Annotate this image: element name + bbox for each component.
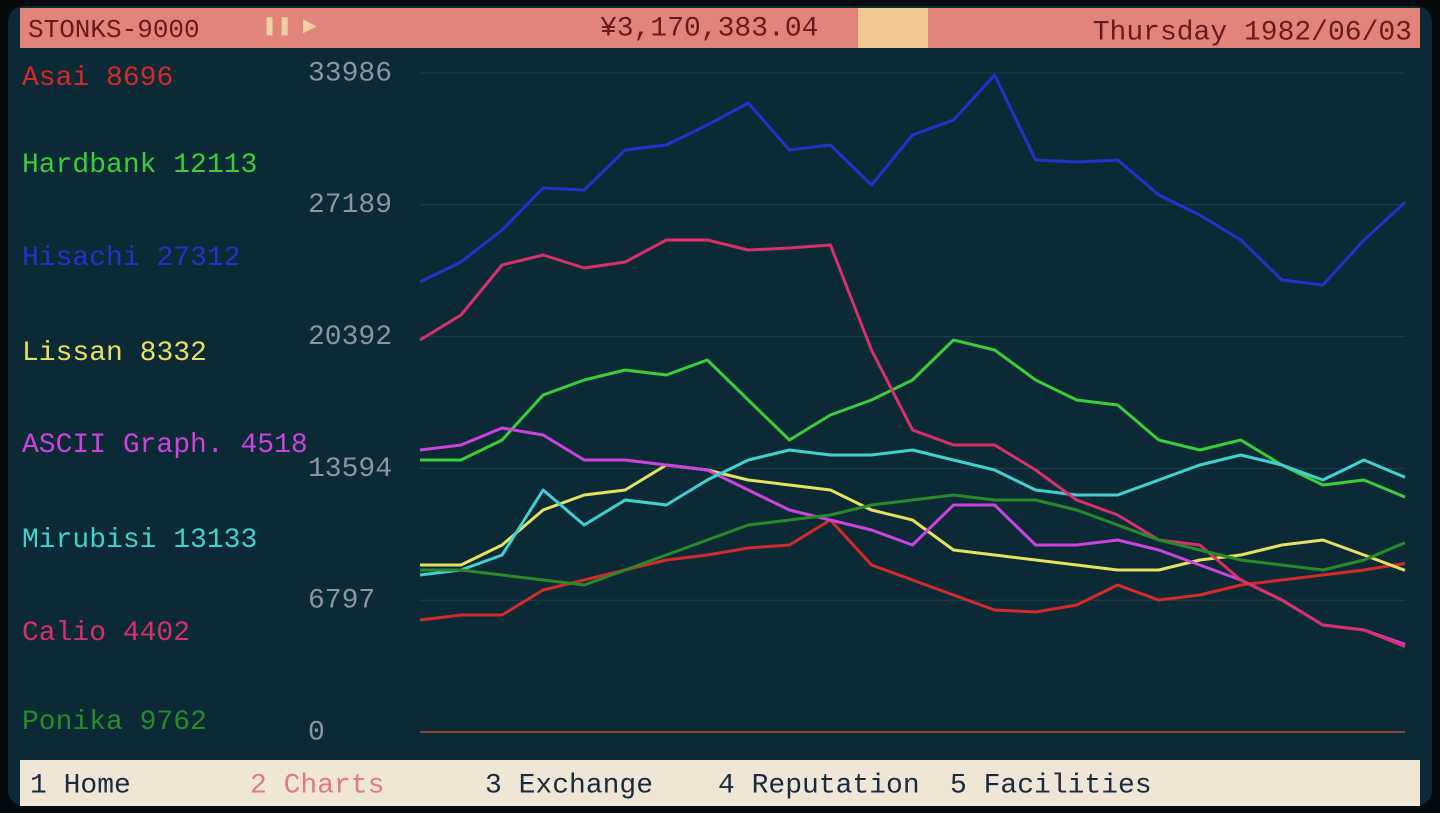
- crt-screen: [8, 6, 1432, 806]
- y-tick-label: 33986: [308, 58, 392, 89]
- legend-name: Asai: [22, 63, 89, 94]
- legend-entry: Hardbank 12113: [22, 150, 257, 181]
- balance: ¥3,170,383.04: [600, 13, 818, 44]
- legend-price: 12113: [173, 150, 257, 181]
- menu-item[interactable]: 5 Facilities: [950, 770, 1152, 801]
- series-line: [420, 493, 1406, 587]
- series-line: [420, 338, 1406, 499]
- legend-price: 8332: [140, 338, 207, 369]
- app-name: STONKS-9000: [28, 15, 200, 45]
- legend-entry: Calio 4402: [22, 618, 190, 649]
- y-tick-label: 0: [308, 717, 325, 748]
- legend-entry: Mirubisi 13133: [22, 525, 257, 556]
- legend-name: Hardbank: [22, 150, 156, 181]
- y-tick-label: 6797: [308, 586, 375, 617]
- legend-entry: Hisachi 27312: [22, 243, 240, 274]
- balance-highlight: [858, 8, 928, 48]
- menu-item[interactable]: 4 Reputation: [718, 770, 920, 801]
- legend-entry: Lissan 8332: [22, 338, 207, 369]
- legend-name: Calio: [22, 618, 106, 649]
- legend-name: Ponika: [22, 707, 123, 738]
- menu-item[interactable]: 3 Exchange: [485, 770, 653, 801]
- y-tick-label: 27189: [308, 190, 392, 221]
- legend-name: ASCII Graph.: [22, 430, 224, 461]
- legend-entry: ASCII Graph. 4518: [22, 430, 308, 461]
- menu-bar: [20, 760, 1420, 806]
- legend-price: 4402: [123, 618, 190, 649]
- series-line: [420, 463, 1406, 572]
- y-tick-label: 20392: [308, 322, 392, 353]
- legend-name: Hisachi: [22, 243, 140, 274]
- menu-item[interactable]: 1 Home: [30, 770, 131, 801]
- legend-price: 4518: [240, 430, 307, 461]
- legend-entry: Ponika 9762: [22, 707, 207, 738]
- series-line: [419, 73, 1407, 287]
- series-line: [419, 448, 1406, 577]
- pause-play[interactable]: ❚❚ ▶: [262, 17, 317, 37]
- menu-item[interactable]: 2 Charts: [250, 770, 384, 801]
- legend-price: 8696: [106, 63, 173, 94]
- series-line: [419, 238, 1406, 648]
- legend-entry: Asai 8696: [22, 63, 173, 94]
- legend-name: Lissan: [22, 338, 123, 369]
- date: Thursday 1982/06/03: [1093, 17, 1412, 48]
- y-tick-label: 13594: [308, 454, 392, 485]
- legend-price: 9762: [140, 707, 207, 738]
- series-line: [419, 518, 1406, 622]
- legend-price: 13133: [173, 525, 257, 556]
- title-bar: [20, 8, 1420, 48]
- legend-name: Mirubisi: [22, 525, 156, 556]
- legend-price: 27312: [156, 243, 240, 274]
